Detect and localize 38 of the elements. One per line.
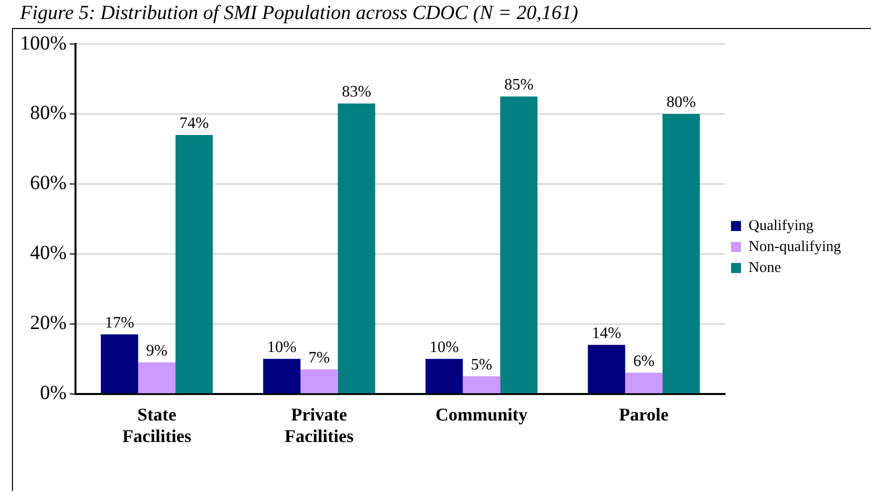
y-tick-label: 0% xyxy=(40,382,67,404)
data-label: 17% xyxy=(104,314,134,332)
bar xyxy=(588,344,626,394)
x-tick-label: Community xyxy=(436,404,528,424)
y-tick-label: 80% xyxy=(30,102,67,124)
data-label: 6% xyxy=(633,353,655,370)
data-label: 74% xyxy=(180,115,209,132)
data-label: 14% xyxy=(592,325,622,342)
bar xyxy=(500,96,538,394)
bar xyxy=(176,134,213,394)
data-label: 7% xyxy=(308,350,330,367)
bar xyxy=(100,334,138,394)
data-label: 5% xyxy=(470,356,492,374)
bar xyxy=(300,369,338,394)
x-tick-label: Parole xyxy=(619,404,669,424)
legend-label: None xyxy=(748,260,782,276)
y-tick-label: 20% xyxy=(30,312,67,334)
bar xyxy=(426,358,463,394)
x-tick-label: Private Facilities xyxy=(284,404,354,446)
bar xyxy=(263,358,300,394)
x-tick-label: State Facilities xyxy=(122,404,192,446)
data-label: 10% xyxy=(267,339,296,356)
data-label: 83% xyxy=(342,84,372,101)
bar xyxy=(338,103,376,394)
bar xyxy=(462,376,500,394)
y-tick-label: 100% xyxy=(20,32,67,54)
y-tick-label: 60% xyxy=(30,172,67,194)
bar xyxy=(138,362,176,394)
data-label: 9% xyxy=(146,342,168,360)
data-label: 80% xyxy=(666,94,696,112)
bar xyxy=(625,372,663,394)
bar xyxy=(662,114,700,394)
chart-title: Figure 5: Distribution of SMI Population across CDOC (N = 20,161) xyxy=(20,2,578,25)
data-label: 10% xyxy=(430,339,459,356)
y-tick-label: 40% xyxy=(30,242,67,264)
data-label: 85% xyxy=(504,76,534,94)
legend-label: Non-qualifying xyxy=(748,238,842,255)
legend-label: Qualifying xyxy=(748,218,814,234)
